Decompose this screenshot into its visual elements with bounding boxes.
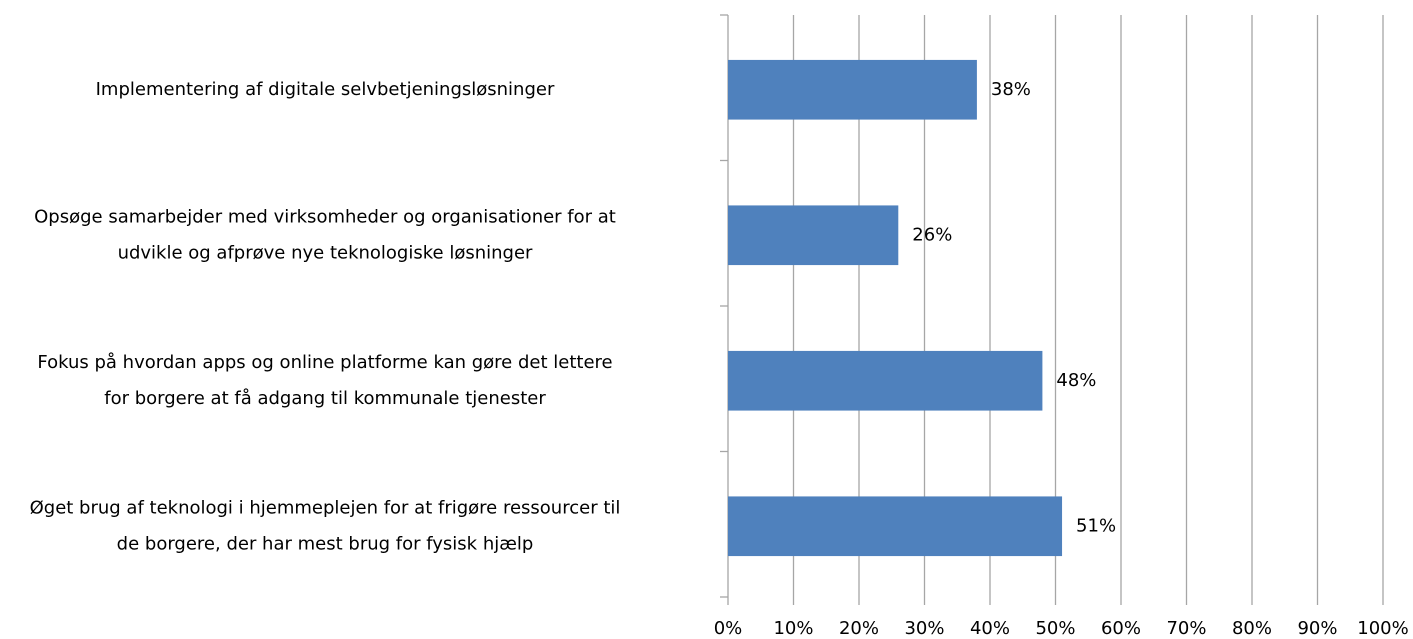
data-label: 26% [912, 224, 952, 245]
x-tick-label: 0% [714, 618, 743, 639]
x-tick-label: 40% [970, 618, 1010, 639]
x-tick-label: 60% [1101, 618, 1141, 639]
data-label: 51% [1076, 515, 1116, 536]
data-label: 48% [1056, 370, 1096, 391]
x-tick-label: 80% [1232, 618, 1272, 639]
x-tick-label: 10% [773, 618, 813, 639]
y-tick-label: udvikle og afprøve nye teknologiske løsn… [118, 242, 533, 263]
x-tick-label: 20% [839, 618, 879, 639]
y-tick-label: for borgere at få adgang til kommunale t… [104, 388, 546, 409]
x-tick-label: 70% [1166, 618, 1206, 639]
x-tick-label: 30% [904, 618, 944, 639]
data-label: 38% [991, 79, 1031, 100]
y-tick-label: Implementering af digitale selvbetjening… [96, 79, 555, 100]
y-tick-label: Øget brug af teknologi i hjemmeplejen fo… [30, 497, 621, 518]
y-tick-label: Opsøge samarbejder med virksomheder og o… [34, 206, 616, 227]
bar [728, 59, 977, 120]
bar [728, 496, 1063, 557]
bar [728, 350, 1043, 411]
x-tick-label: 50% [1035, 618, 1075, 639]
x-tick-label: 90% [1297, 618, 1337, 639]
bar [728, 205, 899, 266]
x-tick-label: 100% [1357, 618, 1408, 639]
y-tick-label: de borgere, der har mest brug for fysisk… [117, 533, 534, 554]
y-tick-label: Fokus på hvordan apps og online platform… [37, 352, 612, 373]
